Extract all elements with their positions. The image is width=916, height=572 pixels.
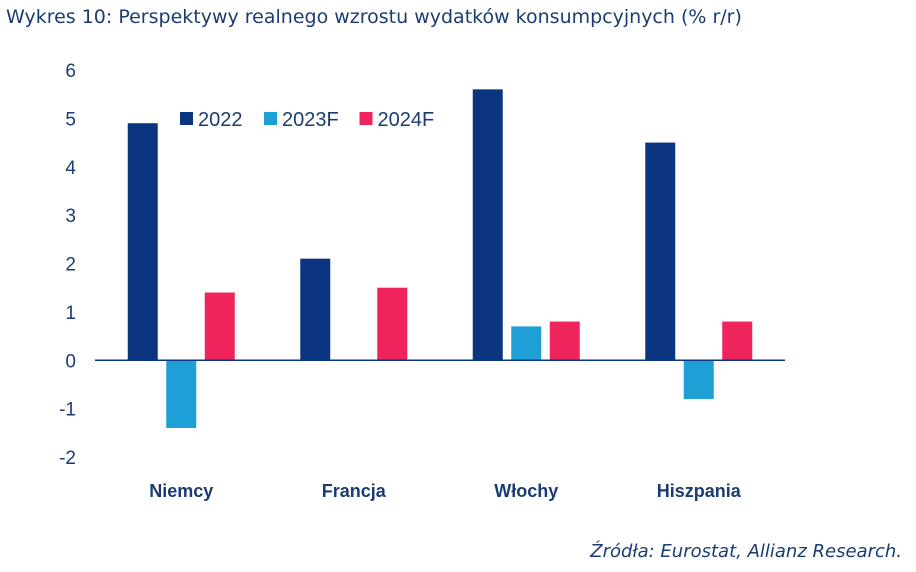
bar-włochy-2023f — [511, 326, 542, 361]
bar-hiszpania-2024f — [722, 321, 753, 361]
x-axis-labels: Niemcy Francja Włochy Hiszpania — [149, 481, 742, 501]
bar-francja-2024f — [377, 287, 408, 361]
bar-włochy-2022 — [472, 89, 503, 361]
y-axis-ticks: 6 5 4 3 2 1 0 -1 -2 — [59, 61, 76, 469]
x-category-label: Niemcy — [149, 481, 213, 501]
y-tick-label: 3 — [65, 206, 76, 227]
legend-label: 2022 — [198, 109, 243, 131]
y-tick-label: -2 — [59, 448, 76, 469]
y-tick-label: 6 — [65, 61, 76, 82]
x-category-label: Francja — [322, 481, 387, 501]
source-note: Źródła: Eurostat, Allianz Research. — [590, 541, 902, 562]
legend-swatch-2024f — [359, 112, 373, 125]
bar-francja-2022 — [300, 258, 331, 361]
y-tick-label: 1 — [65, 303, 76, 324]
y-tick-label: 4 — [65, 158, 76, 179]
legend-swatch-2023f — [264, 112, 277, 125]
y-tick-label: 0 — [65, 351, 76, 372]
legend-label: 2024F — [378, 109, 435, 131]
bar-niemcy-2022 — [127, 123, 158, 361]
bar-niemcy-2024f — [204, 292, 235, 361]
bar-niemcy-2023f — [166, 360, 197, 428]
legend: 2022 2023F 2024F — [180, 109, 434, 131]
bars — [127, 89, 753, 428]
x-category-label: Hiszpania — [657, 481, 742, 501]
y-tick-label: -1 — [59, 400, 76, 421]
chart-title: Wykres 10: Perspektywy realnego wzrostu … — [6, 6, 742, 28]
bar-hiszpania-2023f — [683, 360, 714, 399]
y-tick-label: 2 — [65, 255, 76, 276]
legend-label: 2023F — [282, 109, 339, 131]
bar-hiszpania-2022 — [645, 142, 676, 361]
y-tick-label: 5 — [65, 109, 76, 130]
x-category-label: Włochy — [494, 481, 558, 501]
legend-swatch-2022 — [180, 112, 193, 125]
bar-włochy-2024f — [549, 321, 580, 361]
